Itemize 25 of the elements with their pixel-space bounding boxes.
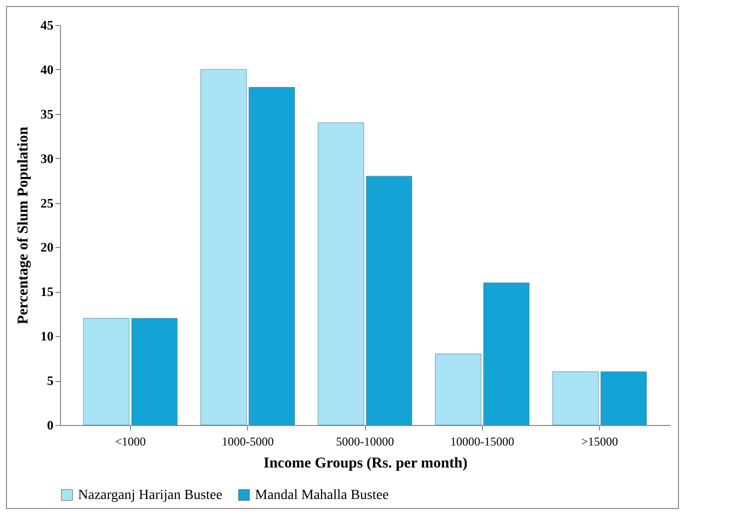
x-tick-label: >15000 <box>581 434 618 448</box>
bar <box>83 318 130 426</box>
legend-label: Nazarganj Harijan Bustee <box>78 488 222 503</box>
y-tick-label: 45 <box>40 18 54 32</box>
y-tick-label: 30 <box>40 150 54 166</box>
y-tick-label: 5 <box>47 373 54 388</box>
y-tick-label: 40 <box>40 62 54 77</box>
bar <box>600 371 647 426</box>
x-tick-label: 10000-15000 <box>450 434 514 448</box>
y-tick-label: 15 <box>40 284 54 300</box>
bar <box>318 122 364 426</box>
y-tick-label: 0 <box>47 418 54 432</box>
bar <box>131 318 178 426</box>
bar <box>552 371 599 426</box>
y-axis-title: Percentage of Slum Population <box>16 126 32 324</box>
bar <box>366 176 412 426</box>
x-tick-label: <1000 <box>114 434 146 448</box>
y-tick-label: 35 <box>40 106 54 122</box>
y-tick-label: 20 <box>40 240 54 255</box>
x-tick-label: 1000-5000 <box>222 434 274 448</box>
y-tick-label: 10 <box>40 328 54 344</box>
legend-label: Mandal Mahalla Bustee <box>255 488 389 503</box>
y-tick-label: 25 <box>40 195 54 210</box>
x-axis-title: Income Groups (Rs. per month) <box>263 456 468 472</box>
x-tick-label: 5000-10000 <box>336 434 394 448</box>
